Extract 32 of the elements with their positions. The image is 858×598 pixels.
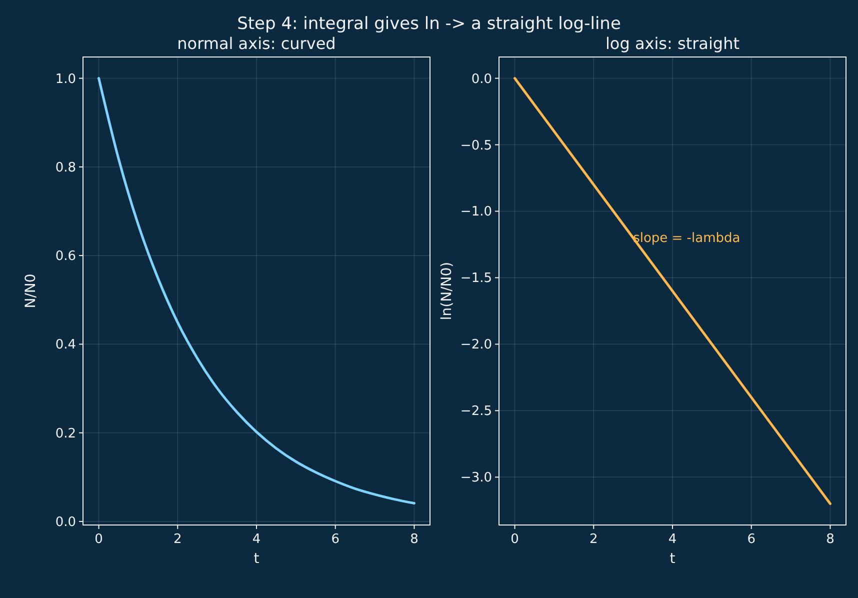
chart-title: Step 4: integral gives ln -> a straight log-line — [237, 14, 621, 34]
y-tick-label: −1.0 — [460, 204, 492, 220]
y-axis-title: ln(N/N0) — [439, 262, 455, 320]
x-axis-title: t — [254, 551, 260, 567]
x-tick-label: 4 — [668, 532, 677, 547]
x-tick-label: 2 — [589, 532, 598, 547]
x-axis-title: t — [670, 551, 676, 567]
line-series — [98, 77, 416, 505]
y-tick-label: 1.0 — [55, 72, 76, 87]
x-tick-label: 0 — [94, 532, 103, 547]
y-tick-label: −1.5 — [460, 271, 492, 286]
x-tick-label: 6 — [747, 532, 756, 547]
y-tick-label: 0.0 — [471, 72, 492, 87]
y-tick-label: 0.4 — [55, 338, 76, 353]
x-tick-label: 4 — [252, 532, 261, 547]
y-tick-label: −3.0 — [460, 470, 492, 486]
y-tick-label: 0.2 — [55, 426, 76, 442]
chart-title: log axis: straight — [605, 34, 740, 53]
y-tick-label: 0.0 — [55, 514, 76, 530]
x-tick-label: 6 — [331, 532, 340, 547]
x-tick-label: 2 — [173, 532, 182, 547]
y-tick-label: −0.5 — [460, 138, 492, 154]
y-tick-label: −2.0 — [460, 338, 492, 353]
y-tick-label: −2.5 — [460, 404, 492, 420]
y-tick-label: 0.8 — [55, 160, 76, 176]
chart-subtitle: normal axis: curved — [177, 34, 336, 53]
y-tick-label: 0.6 — [55, 249, 76, 264]
x-tick-label: 8 — [410, 532, 418, 547]
annotation: slope = -lambda — [633, 230, 740, 246]
y-axis-title: N/N0 — [23, 274, 39, 308]
x-tick-label: 8 — [826, 532, 834, 547]
x-tick-label: 0 — [510, 532, 519, 547]
